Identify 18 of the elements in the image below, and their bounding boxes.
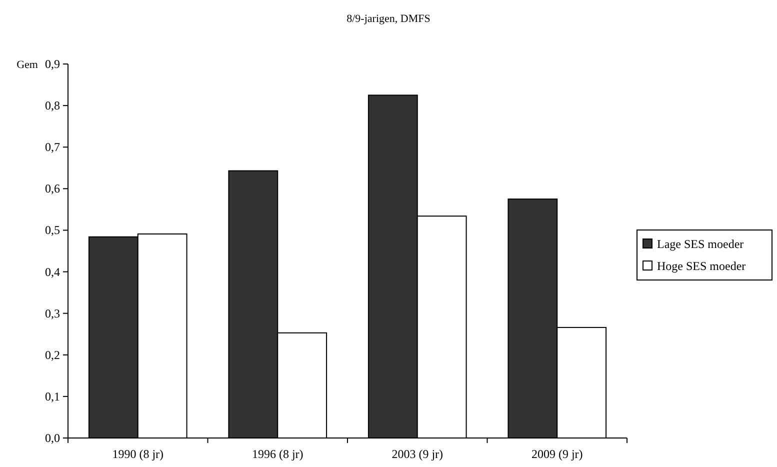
y-tick-label: 0,1	[45, 389, 60, 404]
y-tick-label: 0,7	[45, 140, 60, 154]
y-tick-label: 0,4	[45, 264, 60, 279]
legend-label: Lage SES moeder	[657, 237, 744, 251]
y-tick-label: 0,3	[45, 306, 60, 320]
legend-label: Hoge SES moeder	[657, 259, 746, 273]
y-tick-label: 0,5	[45, 223, 60, 238]
x-tick-label: 1996 (8 jr)	[252, 447, 304, 461]
y-tick-label: 0,9	[45, 57, 60, 71]
x-tick-label: 1990 (8 jr)	[112, 447, 164, 461]
chart-title: 8/9-jarigen, DMFS	[346, 13, 430, 25]
x-tick-label: 2009 (9 jr)	[531, 447, 583, 461]
x-tick-label: 2003 (9 jr)	[392, 447, 444, 461]
y-axis-title: Gem	[16, 59, 38, 71]
y-tick-label: 0,8	[45, 98, 60, 113]
y-tick-label: 0,0	[45, 431, 60, 445]
y-tick-label: 0,2	[45, 348, 60, 362]
y-tick-label: 0,6	[45, 182, 60, 196]
